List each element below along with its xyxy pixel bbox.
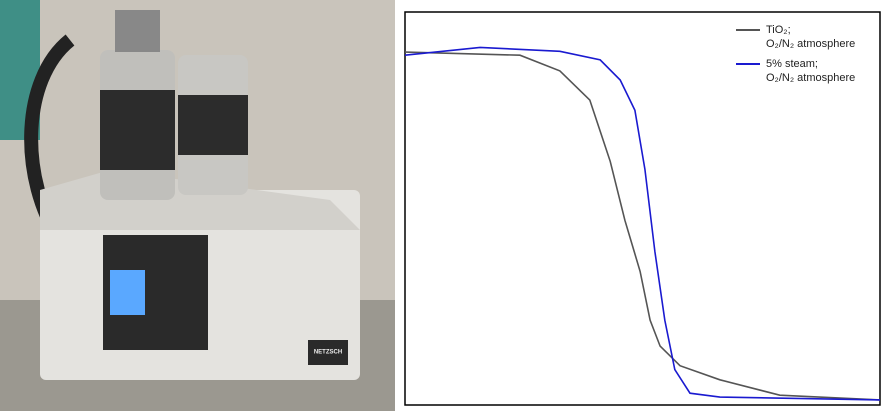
furnace-2-band (178, 95, 248, 155)
legend-label: O₂/N₂ atmosphere (766, 38, 855, 50)
lines (404, 46, 881, 401)
furnace-1-cap (115, 10, 160, 52)
legend: TiO₂; O₂/N₂ atmosphere 5% steam; O₂/N₂ atmo… (736, 24, 855, 84)
legend-label: 5% steam; (766, 58, 818, 70)
instrument-photo: NETZSCH (0, 0, 395, 411)
legend-label: TiO₂; (766, 24, 791, 36)
data-line (404, 46, 881, 401)
display (110, 270, 145, 315)
legend-label: O₂/N₂ atmosphere (766, 72, 855, 84)
furnace-1-band (100, 90, 175, 170)
data-line (404, 51, 881, 401)
brand-label: NETZSCH (314, 350, 342, 356)
brand-plate (308, 340, 348, 365)
plot-area (404, 11, 881, 406)
